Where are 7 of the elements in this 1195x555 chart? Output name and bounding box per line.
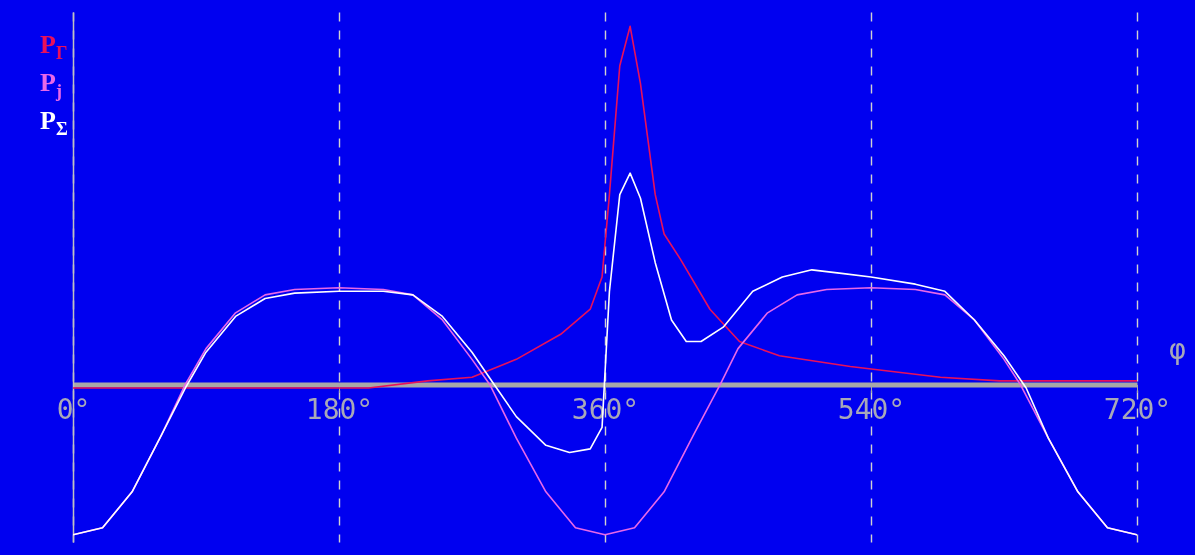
x-tick-label: 180° [305,392,374,426]
x-tick-label: 540° [837,392,906,426]
text: P$_{Σ}$ [40,106,68,142]
text: P$_{Г}$ [40,30,68,66]
x-axis-title: φ [1169,332,1186,366]
x-tick-label: 720° [1103,392,1172,426]
text: P$_{j}$ [40,68,63,104]
